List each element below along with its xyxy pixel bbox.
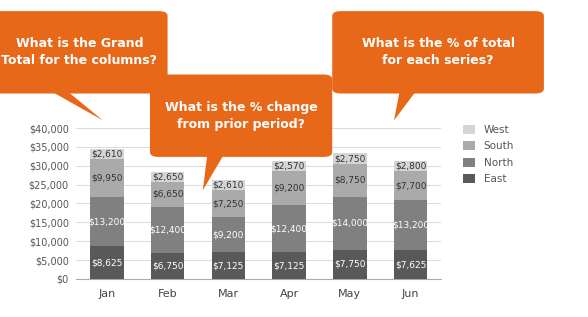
Bar xyxy=(90,197,123,246)
Bar xyxy=(90,149,123,159)
Bar xyxy=(333,197,366,250)
Text: $9,200: $9,200 xyxy=(213,230,244,239)
Text: What is the Grand
Total for the columns?: What is the Grand Total for the columns? xyxy=(1,37,158,67)
Text: $7,125: $7,125 xyxy=(273,261,305,270)
Text: $13,200: $13,200 xyxy=(88,217,125,226)
Text: $14,000: $14,000 xyxy=(331,219,369,228)
Text: $12,400: $12,400 xyxy=(149,226,186,235)
Bar xyxy=(333,250,366,279)
Text: $6,650: $6,650 xyxy=(152,190,183,199)
Text: $2,800: $2,800 xyxy=(395,162,426,171)
Bar xyxy=(212,252,245,279)
Text: $2,610: $2,610 xyxy=(91,150,122,158)
Bar xyxy=(90,159,123,197)
Bar xyxy=(90,246,123,279)
Text: $7,700: $7,700 xyxy=(395,181,426,190)
Bar xyxy=(212,217,245,252)
Bar xyxy=(272,252,306,279)
Text: $7,625: $7,625 xyxy=(395,260,426,269)
Bar xyxy=(151,254,184,279)
Text: $2,570: $2,570 xyxy=(273,161,305,170)
Bar xyxy=(394,171,427,200)
Text: $7,750: $7,750 xyxy=(334,260,366,269)
Text: $7,125: $7,125 xyxy=(213,261,244,270)
Bar xyxy=(151,207,184,254)
Text: $2,650: $2,650 xyxy=(152,172,183,181)
Text: $2,610: $2,610 xyxy=(213,181,244,190)
Bar xyxy=(272,171,306,205)
Text: $6,750: $6,750 xyxy=(152,262,183,271)
Bar xyxy=(151,182,184,207)
Text: What is the % change
from prior period?: What is the % change from prior period? xyxy=(165,101,318,131)
Text: $9,950: $9,950 xyxy=(91,173,122,182)
Bar xyxy=(212,180,245,190)
Bar xyxy=(333,164,366,197)
Bar xyxy=(272,161,306,171)
Bar xyxy=(272,205,306,252)
Text: $2,750: $2,750 xyxy=(334,154,366,163)
Legend: West, South, North, East: West, South, North, East xyxy=(461,122,516,186)
Bar xyxy=(394,250,427,279)
Text: $7,250: $7,250 xyxy=(213,199,244,208)
Text: $8,750: $8,750 xyxy=(334,176,366,185)
Text: $9,200: $9,200 xyxy=(273,184,305,192)
Bar xyxy=(151,171,184,182)
Bar xyxy=(333,153,366,164)
Text: What is the % of total
for each series?: What is the % of total for each series? xyxy=(362,37,514,67)
Text: $13,200: $13,200 xyxy=(392,221,429,230)
Bar xyxy=(394,200,427,250)
Text: $12,400: $12,400 xyxy=(270,224,308,233)
Bar xyxy=(212,190,245,217)
Text: Sales by Region: Sales by Region xyxy=(197,96,297,109)
Bar xyxy=(394,161,427,171)
Text: $8,625: $8,625 xyxy=(91,258,122,267)
